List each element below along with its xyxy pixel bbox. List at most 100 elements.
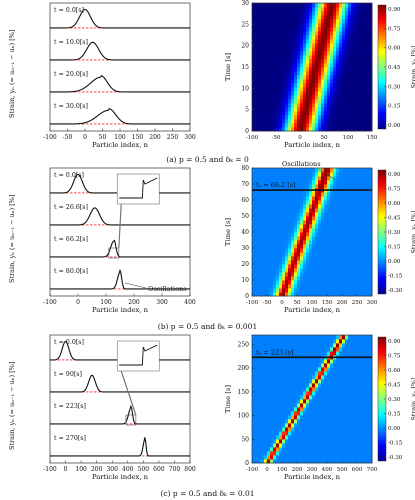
heatmap-cell — [351, 83, 355, 88]
heatmap-cell — [321, 451, 325, 456]
heatmap-cell — [324, 411, 328, 416]
heatmap-cell — [306, 240, 310, 245]
heatmap-cell — [267, 268, 271, 273]
heatmap-cell — [318, 288, 322, 293]
heatmap-cell — [348, 447, 352, 452]
heatmap-cell — [366, 200, 370, 205]
heatmap-cell — [366, 43, 370, 48]
heatmap-cell — [366, 419, 370, 424]
heatmap-cell — [366, 224, 370, 229]
heatmap-cell — [351, 439, 355, 444]
heatmap-cell — [270, 411, 274, 416]
heatmap-cell — [360, 447, 364, 452]
heatmap-cell — [333, 387, 337, 392]
heatmap-cell — [327, 192, 331, 197]
heatmap-cell — [297, 351, 301, 356]
heatmap-cell — [276, 115, 280, 120]
heatmap-cell — [327, 15, 331, 20]
heatmap-cell — [300, 107, 304, 112]
heatmap-cell — [285, 339, 289, 344]
heatmap-cell — [291, 196, 295, 201]
heatmap-cell — [321, 220, 325, 225]
heatmap-cell — [306, 367, 310, 372]
heatmap-cell — [279, 411, 283, 416]
heatmap-cell — [273, 439, 277, 444]
heatmap-cell — [297, 447, 301, 452]
heatmap-cell — [297, 43, 301, 48]
heatmap-cell — [303, 103, 307, 108]
heatmap-cell — [282, 184, 286, 189]
y-tick-label: 200 — [238, 365, 250, 372]
heatmap-cell — [279, 11, 283, 16]
heatmap-cell — [324, 83, 328, 88]
heatmap-cell — [315, 435, 319, 440]
heatmap-cell — [318, 276, 322, 281]
heatmap-cell — [294, 115, 298, 120]
x-tick-label: 100 — [307, 300, 318, 306]
heatmap-cell — [285, 411, 289, 416]
heatmap-cell — [252, 55, 256, 60]
heatmap-cell — [312, 371, 316, 376]
heatmap-cell — [270, 339, 274, 344]
heatmap-cell — [309, 180, 313, 185]
heatmap-cell — [327, 95, 331, 100]
heatmap-cell — [273, 343, 277, 348]
heatmap-cell — [285, 292, 289, 297]
heatmap-cell — [345, 95, 349, 100]
heatmap-cell — [252, 39, 256, 44]
heatmap-cell — [291, 3, 295, 8]
heatmap-cell — [270, 71, 274, 76]
heatmap-cell — [336, 23, 340, 28]
heatmap-cell — [282, 11, 286, 16]
heatmap-cell — [366, 27, 370, 32]
heatmap-cell — [306, 192, 310, 197]
x-tick-label: -100 — [43, 134, 57, 141]
heatmap-cell — [354, 371, 358, 376]
heatmap-cell — [291, 228, 295, 233]
heatmap-cell — [267, 180, 271, 185]
heatmap-cell — [309, 75, 313, 80]
heatmap-cell — [345, 172, 349, 177]
heatmap-cell — [291, 351, 295, 356]
heatmap-cell — [273, 351, 277, 356]
heatmap-cell — [315, 43, 319, 48]
heatmap-cell — [363, 407, 367, 412]
time-label: t = 26.6[s] — [54, 204, 88, 211]
heatmap-cell — [321, 103, 325, 108]
heatmap-cell — [327, 427, 331, 432]
heatmap-cell — [363, 39, 367, 44]
heatmap-cell — [318, 172, 322, 177]
heatmap-cell — [357, 339, 361, 344]
heatmap-cell — [336, 119, 340, 124]
heatmap-cell — [327, 411, 331, 416]
heatmap-cell — [279, 119, 283, 124]
heatmap-cell — [255, 236, 259, 241]
heatmap-cell — [276, 411, 280, 416]
heatmap-cell — [276, 228, 280, 233]
heatmap-cell — [369, 240, 373, 245]
heatmap-cell — [267, 455, 271, 460]
heatmap-cell — [261, 443, 265, 448]
heatmap-cell — [333, 79, 337, 84]
heatmap-cell — [276, 272, 280, 277]
heatmap-cell — [258, 407, 262, 412]
heatmap-cell — [294, 95, 298, 100]
heatmap-cell — [273, 111, 277, 116]
heatmap-cell — [336, 63, 340, 68]
heatmap-cell — [366, 47, 370, 52]
heatmap-cell — [252, 395, 256, 400]
heatmap-cell — [330, 71, 334, 76]
heatmap-cell — [309, 375, 313, 380]
heatmap-cell — [282, 383, 286, 388]
heatmap-cell — [309, 343, 313, 348]
heatmap-cell — [309, 168, 313, 173]
heatmap-cell — [342, 216, 346, 221]
heatmap-cell — [351, 260, 355, 265]
heatmap-cell — [351, 220, 355, 225]
heatmap-cell — [327, 335, 331, 340]
heatmap-cell — [327, 19, 331, 24]
heatmap-cell — [327, 435, 331, 440]
heatmap-cell — [318, 268, 322, 273]
heatmap-cell — [318, 248, 322, 253]
x-tick-label: -100 — [43, 299, 57, 306]
